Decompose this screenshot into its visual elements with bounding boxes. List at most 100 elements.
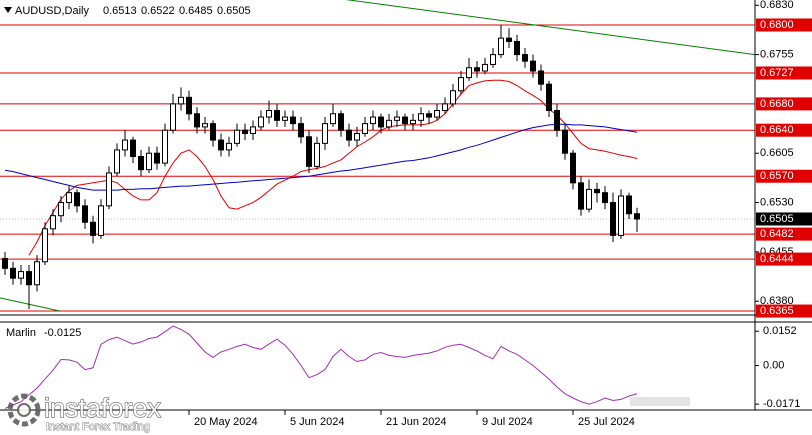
indicator-tick-label: 0.00 [763,359,784,371]
candle-body [122,139,128,151]
level-label: 0.6727 [760,67,794,79]
current-price-label: 0.6505 [760,213,794,225]
candle-body [242,129,248,134]
candle-body [570,152,576,184]
x-tick-label: 21 Jun 2024 [386,416,447,428]
candle-body [594,188,600,194]
candle-body [386,119,392,128]
candle-body [602,192,608,204]
menu-arrow[interactable] [4,7,12,13]
level-label: 0.6640 [760,124,794,136]
y-tick-label: 0.6830 [760,0,794,11]
candle-body [434,109,440,118]
watermark-brand: instaforex [44,393,162,423]
candle-body [98,205,104,236]
candle-body [290,116,296,125]
candle-body [506,37,512,42]
candle-body [634,213,640,220]
candle-body [578,182,584,210]
candle-body [306,136,312,167]
x-tick-label: 5 Jun 2024 [290,416,344,428]
watermark-bar [630,397,690,406]
candle-body [154,152,160,164]
high: 0.6522 [141,5,175,17]
candle-body [50,215,56,230]
candle-body [394,116,400,121]
candle-body [554,109,560,131]
candle-body [298,123,304,138]
candle-body [82,205,88,223]
candle-body [178,96,184,105]
candle-body [202,123,208,128]
candle-body [610,202,616,236]
level-label-box [756,18,812,32]
candle-body [274,109,280,121]
indicator-value: -0.0125 [44,327,81,339]
candle-body [186,96,192,115]
level-label: 0.6570 [760,170,794,182]
candle-body [258,116,264,128]
candle-body [586,188,592,210]
watermark-logo [7,393,41,427]
candle-body [322,123,328,144]
indicator-tick-label: 0.0152 [763,325,797,337]
candle-body [66,192,72,204]
candle-body [522,54,528,62]
candle-body [26,271,32,286]
level-label-box [756,66,812,80]
candle-body [10,267,16,279]
candle-body [442,103,448,111]
y-tick-label: 0.6605 [760,147,794,159]
candle-body [546,83,552,111]
level-label-box [756,123,812,137]
candle-body [266,109,272,118]
level-label-box [756,304,812,318]
candle-body [346,129,352,141]
current-price-box [756,212,812,226]
candle-body [210,123,216,141]
watermark: instaforex Instant Forex Trading [7,393,162,433]
low: 0.6485 [179,5,213,17]
candle-body [194,113,200,128]
watermark-tagline: Instant Forex Trading [46,421,150,433]
candle-body [90,221,96,236]
candle-body [42,228,48,263]
candle-body [58,202,64,217]
candle-body [130,139,136,158]
candle-body [218,139,224,151]
candle-body [530,60,536,72]
x-tick-label: 9 Jul 2024 [482,416,533,428]
candle-body [514,40,520,56]
symbol: AUDUSD,Daily [15,5,89,17]
level-label-box [756,169,812,183]
candle-body [618,195,624,236]
candle-body [498,37,504,56]
candle-body [538,70,544,85]
y-tick-label: 0.6755 [760,48,794,60]
candle-body [106,172,112,207]
candle-body [370,116,376,125]
y-tick-label: 0.6380 [760,295,794,307]
candle-body [2,257,8,269]
indicator-tick-label: -0.0171 [763,398,800,410]
candle-body [362,123,368,134]
candle-body [234,129,240,144]
candle-body [314,142,320,167]
watermark-logo [17,403,31,417]
candle-body [338,113,344,131]
trendline [0,297,61,312]
indicator-line [4,325,638,409]
candle-body [18,271,24,279]
candle-body [250,126,256,134]
candle-body [482,63,488,72]
level-label: 0.6800 [760,19,794,31]
candle-body [474,67,480,72]
level-label-box [756,227,812,241]
moving-average [28,79,638,256]
candle-body [330,113,336,125]
candle-body [146,152,152,171]
candle-body [378,116,384,128]
candle-body [402,116,408,125]
